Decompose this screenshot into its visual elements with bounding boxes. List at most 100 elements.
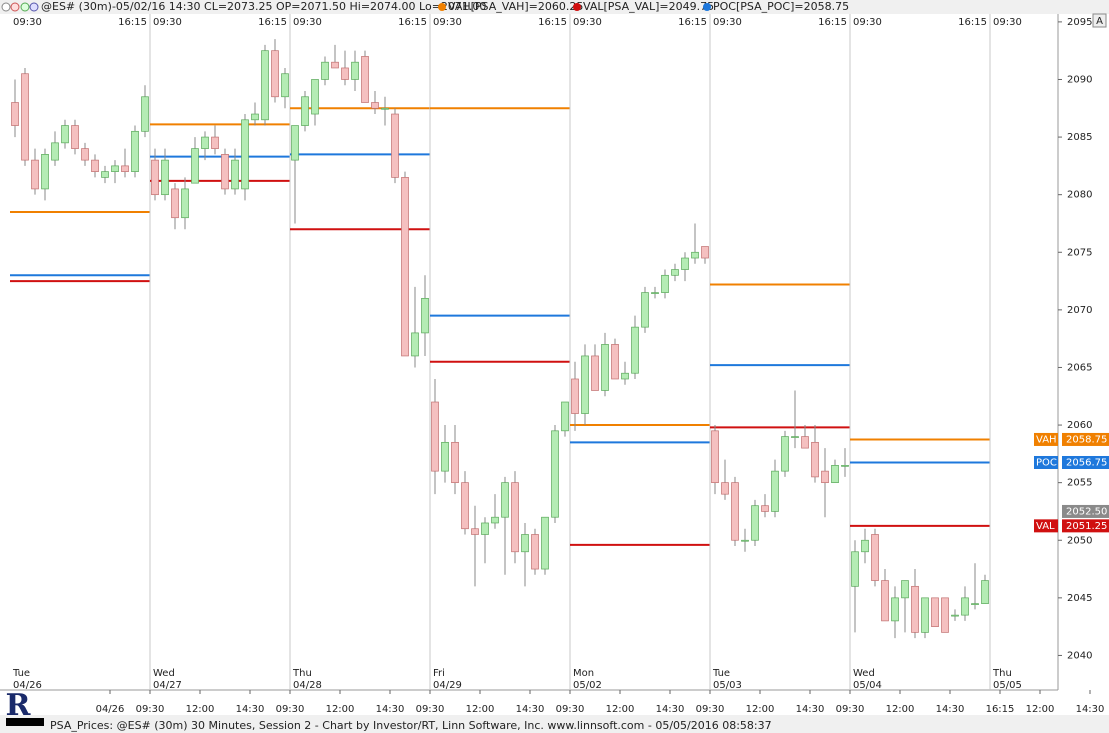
candle-body	[731, 482, 739, 541]
candle-body	[41, 154, 49, 190]
candle-body	[91, 159, 99, 172]
scale-button[interactable]	[1092, 13, 1107, 28]
x-tick-label: 14:30	[1076, 704, 1105, 715]
candle-body	[501, 482, 509, 518]
x-tick-label: 12:00	[186, 704, 215, 715]
candle-body	[911, 585, 919, 633]
candle-body	[451, 441, 459, 484]
indicator-dot	[573, 3, 581, 11]
candle-body	[631, 326, 639, 374]
x-tick-label: 12:00	[886, 704, 915, 715]
candle-body	[461, 482, 469, 530]
candle-body	[181, 188, 189, 219]
candle-body	[981, 580, 989, 604]
candle-body	[771, 470, 779, 512]
session-open-time: 09:30	[853, 17, 882, 28]
candle-body	[531, 534, 539, 570]
candle-body	[751, 505, 759, 541]
candle-body	[971, 603, 979, 605]
session-close-time: 16:15	[398, 17, 427, 28]
session-date: 05/04	[853, 680, 882, 691]
candle-body	[301, 96, 309, 126]
y-tick-label: 2095	[1067, 17, 1092, 28]
session-open-time: 09:30	[13, 17, 42, 28]
candle-body	[811, 441, 819, 478]
candle-body	[681, 257, 689, 270]
candle-body	[211, 136, 219, 149]
candle-body	[281, 73, 289, 98]
button[interactable]	[29, 2, 39, 12]
x-tick-label: 14:30	[516, 704, 545, 715]
candle-body	[231, 159, 239, 190]
indicator-dot	[438, 3, 446, 11]
candle-body	[651, 292, 659, 294]
level-tag	[1034, 519, 1058, 533]
candle-body	[391, 113, 399, 178]
candle-body	[111, 165, 119, 172]
indicator-dot	[703, 3, 711, 11]
button[interactable]	[20, 2, 30, 12]
scale-button-label[interactable]: A	[1096, 16, 1103, 27]
button[interactable]	[10, 2, 20, 12]
session-weekday: Tue	[12, 668, 30, 679]
candle-body	[891, 597, 899, 622]
level-value: 2058.75	[1066, 434, 1107, 445]
session-weekday: Fri	[433, 668, 445, 679]
y-tick-label: 2060	[1067, 420, 1092, 431]
candle-body	[551, 430, 559, 518]
logo-mark: R	[6, 688, 32, 723]
candle-body	[591, 355, 599, 391]
candle-body	[951, 614, 959, 617]
session-weekday: Thu	[292, 668, 312, 679]
x-tick-label: 14:30	[656, 704, 685, 715]
candle-body	[271, 50, 279, 98]
candle-body	[841, 465, 849, 467]
candle-body	[161, 159, 169, 196]
candle-body	[721, 482, 729, 495]
session-open-time: 09:30	[433, 17, 462, 28]
symbol-info: @ES# (30m)-05/02/16 14:30 CL=2073.25 OP=…	[41, 0, 486, 13]
level-value: 2051.25	[1066, 521, 1107, 532]
session-weekday: Wed	[853, 668, 875, 679]
candle-body	[21, 73, 29, 161]
candle-body	[131, 130, 139, 172]
y-tick-label: 2070	[1067, 305, 1092, 316]
candle-body	[691, 251, 699, 259]
session-open-time: 09:30	[993, 17, 1022, 28]
session-weekday: Thu	[992, 668, 1012, 679]
candle-body	[311, 79, 319, 115]
candle-body	[371, 102, 379, 109]
y-tick-label: 2085	[1067, 132, 1092, 143]
session-weekday: Wed	[153, 668, 175, 679]
candle-body	[51, 142, 59, 161]
candle-body	[871, 534, 879, 581]
candle-body	[671, 269, 679, 276]
candle-body	[411, 332, 419, 357]
level-tag	[1034, 455, 1058, 469]
y-tick-label: 2080	[1067, 190, 1092, 201]
y-tick-label: 2040	[1067, 650, 1092, 661]
last-price: 2052.50	[1066, 506, 1107, 517]
candle-body	[861, 539, 869, 553]
button[interactable]	[1, 2, 11, 12]
candle-body	[521, 534, 529, 553]
x-tick-label: 04/26	[96, 704, 125, 715]
x-tick-label: 12:00	[1026, 704, 1055, 715]
candle-body	[171, 188, 179, 219]
window-buttons[interactable]	[1, 2, 39, 12]
candle-body	[711, 430, 719, 484]
candle-body	[201, 136, 209, 149]
candle-body	[431, 401, 439, 472]
candle-body	[791, 436, 799, 438]
candle-body	[661, 274, 669, 293]
x-tick-label: 16:15	[986, 704, 1015, 715]
session-date: 05/02	[573, 680, 602, 691]
candle-body	[221, 154, 229, 190]
x-tick-label: 14:30	[236, 704, 265, 715]
level-value-box	[1062, 455, 1109, 469]
session-date: 04/29	[433, 680, 462, 691]
footer-text: PSA_Prices: @ES# (30m) 30 Minutes, Sessi…	[50, 719, 772, 732]
candle-body	[251, 113, 259, 121]
candle-body	[321, 61, 329, 80]
candle-body	[341, 67, 349, 80]
